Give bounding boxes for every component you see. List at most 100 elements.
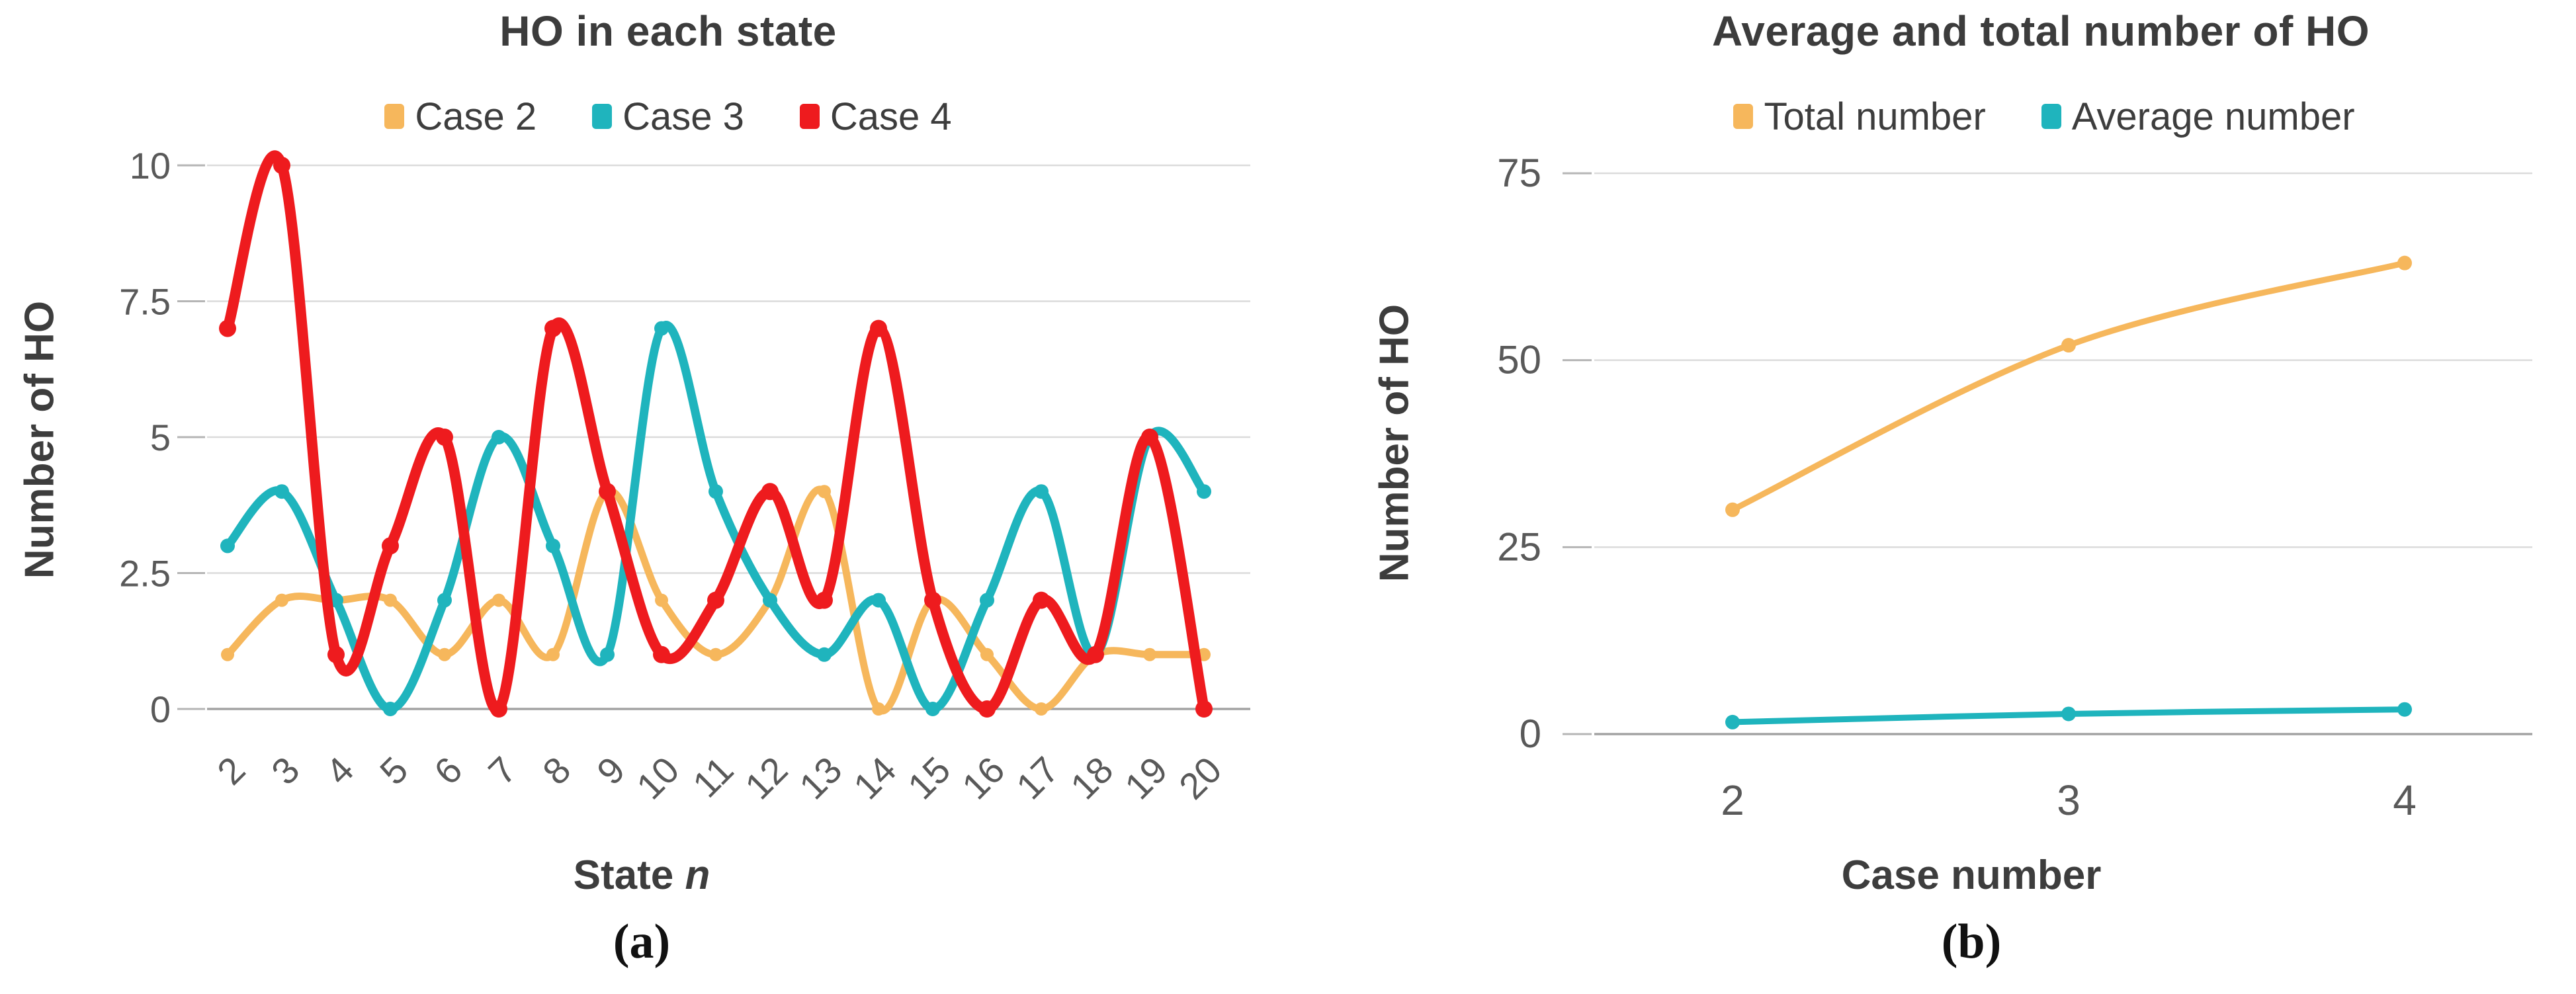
x-tick-label-12: 12: [737, 749, 796, 808]
legend-label-total-number: Total number: [1764, 95, 1986, 138]
data-point-case-4-x13: [816, 591, 833, 609]
chart-b-title: Average and total number of HO: [1711, 7, 2370, 55]
legend-item-case-3: Case 3: [592, 95, 744, 139]
data-point-case-4-x6: [436, 429, 453, 446]
series-line-case-2: [224, 485, 1208, 715]
data-point-case-4-x4: [327, 645, 345, 663]
data-point-case-3-x10: [654, 321, 669, 336]
data-point-case-2-x8: [546, 647, 560, 661]
legend-swatch-total-number: [1733, 104, 1754, 129]
chart-a-title: HO in each state: [499, 7, 837, 55]
chart-a-x-axis-title-variable: n: [685, 852, 710, 898]
legend-label-case-4: Case 4: [830, 95, 952, 138]
x-tick-label-18: 18: [1062, 749, 1121, 808]
data-point-case-3-x8: [546, 538, 560, 554]
legend-item-total-number: Total number: [1733, 95, 1986, 139]
x-tick-label-19: 19: [1117, 749, 1176, 808]
x-tick-label-9: 9: [589, 749, 633, 793]
data-point-case-4-x2: [219, 319, 236, 337]
data-point-case-2-x19: [1143, 647, 1156, 661]
y-tick-label-2.5: 2.5: [119, 553, 171, 595]
data-point-case-2-x13: [818, 485, 831, 499]
data-point-case-2-x17: [1035, 702, 1048, 716]
data-point-case-4-x3: [273, 157, 290, 174]
data-point-case-4-x18: [1087, 645, 1104, 663]
chart-b-y-axis-title: Number of HO: [1371, 304, 1418, 583]
data-point-average-number-x2: [1725, 714, 1740, 729]
legend-label-case-3: Case 3: [623, 95, 744, 138]
y-tick-label-7.5: 7.5: [119, 281, 171, 323]
legend-swatch-case-4: [799, 104, 820, 129]
x-tick-label-15: 15: [900, 749, 959, 808]
data-point-case-4-x9: [599, 483, 616, 501]
x-tick-label-6: 6: [426, 749, 470, 793]
x-tick-label-2: 2: [1721, 776, 1744, 824]
legend-swatch-case-3: [592, 104, 613, 129]
x-tick-label-17: 17: [1008, 749, 1067, 808]
data-point-case-3-x7: [492, 430, 506, 444]
x-tick-label-8: 8: [535, 749, 579, 793]
y-tick-label-50: 50: [1497, 338, 1541, 382]
data-point-case-2-x11: [709, 647, 722, 661]
data-point-case-4-x12: [761, 483, 779, 501]
data-point-total-number-x2: [1725, 502, 1740, 517]
chart-b-legend: Total number Average number: [1601, 95, 2487, 139]
data-point-case-4-x10: [653, 645, 670, 663]
x-tick-label-4: 4: [318, 749, 362, 793]
data-point-average-number-x3: [2061, 706, 2076, 722]
data-point-case-3-x14: [871, 593, 886, 608]
x-tick-label-2: 2: [209, 749, 253, 793]
data-point-case-4-x5: [382, 537, 399, 555]
data-point-case-4-x15: [924, 591, 941, 609]
chart-a-x-axis-title-text: State: [573, 852, 685, 898]
chart-b-x-axis-title-text: Case number: [1841, 852, 2102, 898]
data-point-case-4-x7: [490, 700, 507, 718]
data-point-case-3-x20: [1197, 484, 1211, 499]
y-tick-label-75: 75: [1497, 151, 1541, 195]
legend-swatch-average-number: [2041, 104, 2061, 129]
y-tick-label-0: 0: [1520, 712, 1541, 756]
data-point-case-3-x16: [980, 593, 994, 608]
data-point-case-3-x6: [437, 593, 452, 608]
x-tick-label-3: 3: [2057, 776, 2081, 824]
legend-item-average-number: Average number: [2041, 95, 2355, 139]
x-tick-label-11: 11: [685, 749, 742, 806]
data-point-case-4-x16: [978, 700, 996, 718]
data-point-case-3-x13: [817, 647, 832, 662]
data-point-case-4-x8: [544, 319, 562, 337]
data-point-case-4-x11: [707, 591, 724, 609]
data-point-average-number-x4: [2397, 702, 2412, 717]
legend-swatch-case-2: [384, 104, 405, 129]
legend-label-case-2: Case 2: [415, 95, 537, 138]
series-line-total-number: [1729, 260, 2408, 513]
data-point-case-2-x10: [655, 593, 668, 607]
y-tick-label-0: 0: [150, 688, 171, 730]
series-line-case-4: [222, 150, 1209, 716]
data-point-case-4-x20: [1195, 700, 1213, 718]
x-tick-label-3: 3: [263, 749, 308, 793]
chart-a-caption: (a): [613, 915, 671, 969]
data-point-case-2-x2: [221, 647, 234, 661]
x-tick-label-5: 5: [372, 749, 416, 793]
data-point-case-2-x14: [872, 702, 885, 716]
x-tick-label-20: 20: [1171, 749, 1230, 808]
x-tick-label-13: 13: [791, 749, 850, 808]
x-tick-label-14: 14: [845, 749, 904, 808]
data-point-case-3-x12: [763, 593, 777, 608]
x-tick-label-10: 10: [628, 749, 687, 808]
data-point-case-3-x3: [275, 484, 289, 499]
x-tick-label-16: 16: [954, 749, 1013, 808]
data-point-total-number-x3: [2061, 338, 2076, 353]
data-point-case-3-x11: [708, 484, 723, 499]
data-point-case-3-x5: [383, 702, 398, 716]
y-tick-label-25: 25: [1497, 524, 1541, 569]
legend-item-case-2: Case 2: [384, 95, 537, 139]
data-point-case-3-x9: [600, 647, 615, 662]
y-tick-label-10: 10: [130, 145, 171, 186]
x-tick-label-7: 7: [480, 749, 525, 793]
data-point-case-2-x5: [384, 593, 397, 607]
legend-item-case-4: Case 4: [799, 95, 952, 139]
data-point-case-4-x17: [1033, 591, 1050, 609]
